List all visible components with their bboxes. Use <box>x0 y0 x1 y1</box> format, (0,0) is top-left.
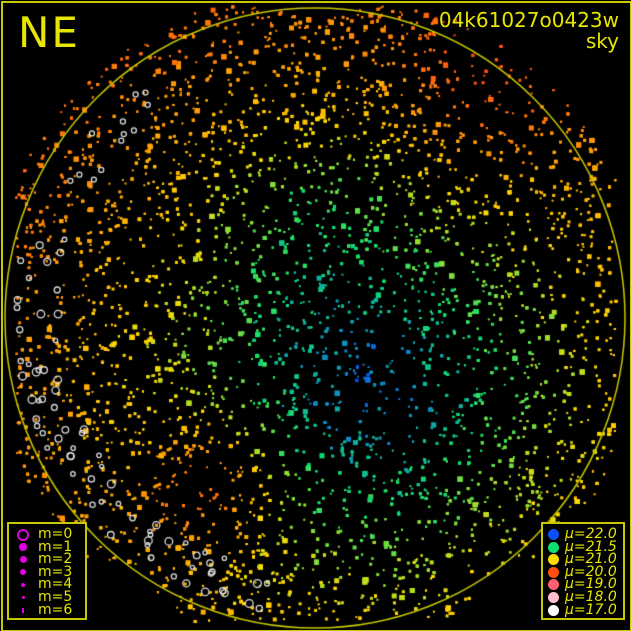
magnitude-legend-item: m=0 <box>9 526 85 542</box>
brightness-color-swatch-icon <box>543 528 563 541</box>
brightness-legend-label: μ=20.0 <box>565 563 617 580</box>
brightness-legend-label: μ=21.0 <box>565 551 617 568</box>
magnitude-legend: m=0 m=1 m=2 m=3 m=4 m=5 m=6 <box>7 522 87 620</box>
magnitude-legend-item: m=5 <box>9 589 85 605</box>
magnitude-legend-label: m=0 <box>38 526 73 542</box>
brightness-color-swatch-icon <box>543 578 563 591</box>
magnitude-symbol-icon <box>9 604 37 617</box>
frame-id: 04k61027o0423w <box>438 8 619 32</box>
magnitude-legend-label: m=3 <box>38 563 73 580</box>
brightness-legend-item: μ=21.0 <box>543 551 623 568</box>
brightness-legend-label: μ=22.0 <box>565 526 617 542</box>
magnitude-legend-item: m=2 <box>9 551 85 568</box>
magnitude-symbol-icon <box>9 553 37 566</box>
brightness-legend-item: μ=20.0 <box>543 563 623 580</box>
brightness-legend-label: μ=21.5 <box>565 538 617 555</box>
brightness-legend-label: μ=17.0 <box>565 601 617 618</box>
brightness-legend-item: μ=22.0 <box>543 526 623 542</box>
plot-kind-label: sky <box>585 29 619 53</box>
magnitude-legend-item: m=4 <box>9 576 85 593</box>
direction-label: NE <box>18 8 80 57</box>
magnitude-legend-label: m=1 <box>38 538 73 555</box>
brightness-legend: μ=22.0 μ=21.5 μ=21.0 μ=20.0 μ=19.0 μ=18.0 μ=17… <box>541 522 625 620</box>
brightness-color-swatch-icon <box>543 553 563 566</box>
brightness-legend-label: μ=18.0 <box>565 589 617 605</box>
magnitude-symbol-icon <box>9 541 37 554</box>
magnitude-legend-label: m=6 <box>38 601 73 618</box>
magnitude-symbol-icon <box>9 578 37 591</box>
brightness-legend-label: μ=19.0 <box>565 576 617 593</box>
magnitude-legend-label: m=4 <box>38 576 73 593</box>
brightness-legend-item: μ=17.0 <box>543 601 623 618</box>
magnitude-legend-item: m=6 <box>9 601 85 618</box>
magnitude-symbol-icon <box>9 591 37 604</box>
brightness-color-swatch-icon <box>543 566 563 579</box>
brightness-legend-item: μ=19.0 <box>543 576 623 593</box>
brightness-color-swatch-icon <box>543 591 563 604</box>
brightness-legend-item: μ=21.5 <box>543 538 623 555</box>
magnitude-legend-label: m=2 <box>38 551 73 568</box>
brightness-color-swatch-icon <box>543 604 563 617</box>
magnitude-symbol-icon <box>9 528 37 541</box>
magnitude-legend-item: m=1 <box>9 538 85 555</box>
magnitude-legend-item: m=3 <box>9 563 85 580</box>
magnitude-symbol-icon <box>9 566 37 579</box>
magnitude-legend-label: m=5 <box>38 589 73 605</box>
brightness-legend-item: μ=18.0 <box>543 589 623 605</box>
brightness-color-swatch-icon <box>543 541 563 554</box>
